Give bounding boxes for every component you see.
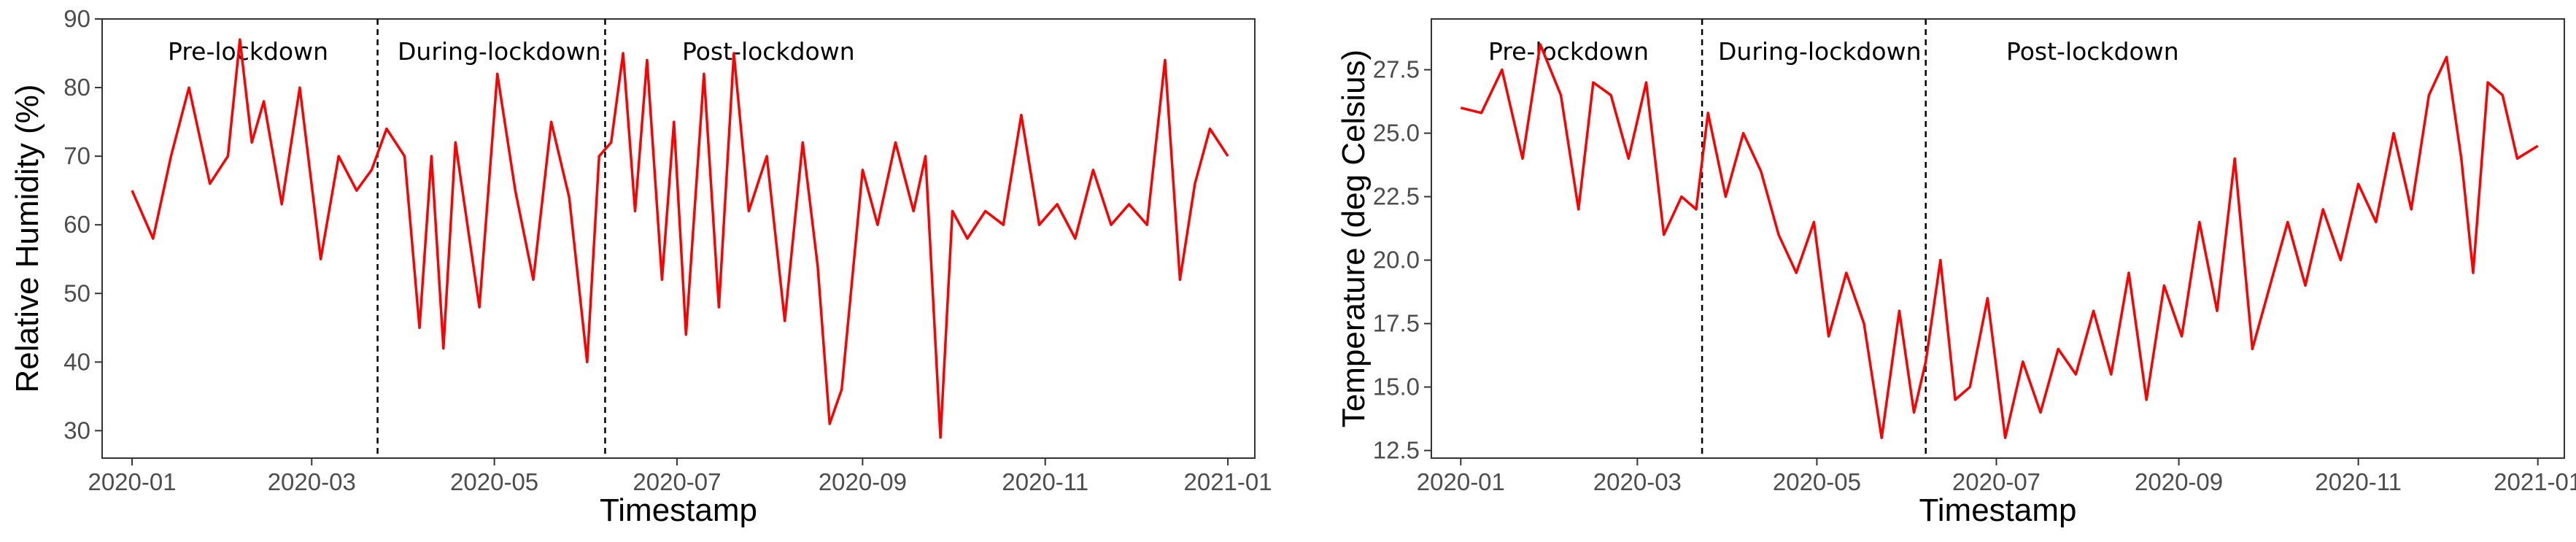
y-tick-label: 60 bbox=[63, 211, 90, 238]
phase-label: Pre-lockdown bbox=[168, 37, 328, 66]
y-tick-label: 90 bbox=[63, 5, 90, 32]
humidity-chart-panel: 2020-01 2020-03 2020-05 2020-07 2020-09 2020-… bbox=[9, 5, 1272, 528]
x-tick-label: 2021-01 bbox=[1184, 468, 1272, 495]
plot-frame bbox=[1431, 18, 2565, 459]
plot-frame bbox=[101, 18, 1256, 459]
y-axis-title: Temperature (deg Celsius) bbox=[1336, 50, 1372, 427]
x-tick-label: 2020-11 bbox=[2315, 468, 2402, 495]
y-tick-label: 15.0 bbox=[1373, 373, 1420, 400]
y-tick-label: 50 bbox=[63, 279, 90, 306]
x-tick-label: 2020-07 bbox=[633, 468, 721, 495]
temperature-chart-panel: 2020-01 2020-03 2020-05 2020-07 2020-09 2020-… bbox=[1336, 18, 2576, 528]
phase-label: Post-lockdown bbox=[2006, 37, 2179, 66]
x-tick-label: 2020-05 bbox=[450, 468, 538, 495]
x-tick-label: 2020-03 bbox=[268, 468, 356, 495]
y-tick-label: 40 bbox=[63, 348, 90, 375]
x-tick-label: 2020-01 bbox=[88, 468, 176, 495]
y-tick-label: 70 bbox=[63, 142, 90, 169]
x-axis-title: Timestamp bbox=[1919, 492, 2077, 528]
series-line bbox=[131, 38, 1229, 439]
phase-label: During-lockdown bbox=[1718, 37, 1922, 66]
phase-label: During-lockdown bbox=[398, 37, 601, 66]
y-tick-label: 20.0 bbox=[1373, 247, 1420, 274]
y-tick-label: 12.5 bbox=[1373, 437, 1420, 464]
y-tick-label: 17.5 bbox=[1373, 310, 1420, 337]
x-tick-label: 2020-09 bbox=[819, 468, 907, 495]
x-tick-label: 2021-01 bbox=[2494, 468, 2576, 495]
phase-label: Post-lockdown bbox=[682, 37, 855, 66]
y-tick-label: 30 bbox=[63, 417, 90, 444]
y-tick-label: 22.5 bbox=[1373, 183, 1420, 210]
x-tick-label: 2020-07 bbox=[1952, 468, 2041, 495]
y-axis-title: Relative Humidity (%) bbox=[9, 85, 45, 393]
x-tick-label: 2020-01 bbox=[1417, 468, 1505, 495]
x-tick-label: 2020-11 bbox=[1002, 468, 1088, 495]
x-tick-label: 2020-05 bbox=[1773, 468, 1861, 495]
x-tick-label: 2020-03 bbox=[1593, 468, 1682, 495]
x-tick-label: 2020-09 bbox=[2135, 468, 2223, 495]
series-line bbox=[1460, 43, 2539, 439]
phase-label: Pre-lockdown bbox=[1488, 37, 1649, 66]
y-tick-label: 80 bbox=[63, 74, 90, 101]
y-tick-label: 25.0 bbox=[1373, 120, 1420, 147]
x-axis-title: Timestamp bbox=[600, 492, 757, 528]
y-tick-label: 27.5 bbox=[1373, 56, 1420, 83]
